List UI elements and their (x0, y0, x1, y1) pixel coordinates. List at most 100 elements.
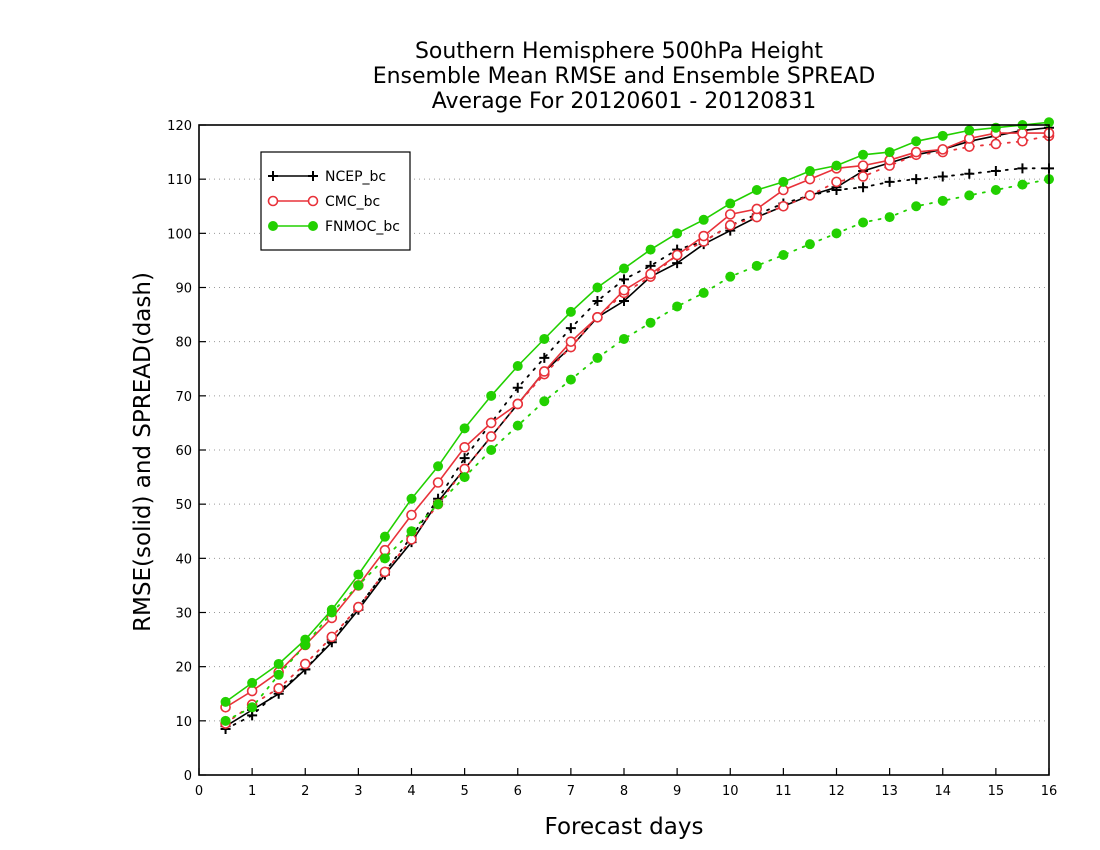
cmc-bc-spread-point (778, 200, 789, 212)
cmc-bc-rmse-point (724, 209, 736, 220)
legend-marker-cmc-bc (267, 195, 279, 207)
fnmoc-bc-rmse-point (539, 333, 550, 344)
ncep-bc-spread-point (565, 323, 576, 334)
cmc-bc-rmse-point (671, 249, 683, 261)
fnmoc-bc-rmse-point (858, 149, 869, 160)
fnmoc-bc-spread-point (220, 715, 231, 726)
fnmoc-bc-spread-point (964, 190, 975, 201)
cmc-bc-spread-point (990, 138, 1002, 150)
plot-frame (198, 124, 1050, 776)
y-tick-label: 20 (175, 661, 192, 676)
legend-marker-ncep-bc (268, 171, 278, 181)
cmc-bc-rmse-point (751, 203, 763, 215)
x-tick-label: 12 (828, 784, 845, 799)
fnmoc-bc-spread-point (486, 445, 497, 455)
fnmoc-bc-rmse-point (512, 361, 523, 372)
y-tick-label: 50 (175, 498, 192, 513)
ncep-bc-spread-point (911, 174, 922, 185)
y-tick-label: 10 (175, 715, 192, 730)
ncep-bc-spread-line (224, 167, 1050, 730)
y-tick-label: 40 (175, 552, 192, 567)
title-line-2: Ensemble Mean RMSE and Ensemble SPREAD (373, 64, 876, 89)
fnmoc-bc-rmse-point (645, 244, 656, 255)
cmc-bc-spread-point (326, 631, 338, 643)
fnmoc-bc-spread-point (698, 287, 709, 298)
fnmoc-bc-spread-point (911, 201, 922, 212)
fnmoc-bc-rmse-point (220, 696, 231, 707)
fnmoc-bc-spread-point (459, 472, 470, 483)
x-tick-label: 1 (248, 784, 256, 799)
x-tick-label: 4 (407, 784, 415, 799)
fnmoc-bc-spread-point (379, 553, 390, 564)
y-tick-label: 80 (175, 336, 192, 351)
ncep-bc-spread-point (1017, 163, 1028, 174)
fnmoc-bc-spread-point (592, 352, 603, 363)
x-tick-label: 5 (460, 784, 468, 799)
cmc-bc-rmse-point (459, 441, 470, 453)
cmc-bc-rmse-point (857, 160, 869, 171)
x-tick-label: 16 (1041, 784, 1058, 799)
fnmoc-bc-rmse-point (804, 166, 815, 177)
cmc-bc-rmse-point (645, 268, 656, 280)
fnmoc-bc-spread-point (565, 374, 576, 385)
y-tick-label: 60 (175, 444, 192, 459)
ncep-bc-spread-point (858, 182, 869, 193)
fnmoc-bc-rmse-point (406, 493, 417, 504)
cmc-bc-rmse-point (937, 144, 949, 155)
ncep-bc-spread-point (964, 168, 975, 179)
fnmoc-bc-rmse-point (698, 214, 709, 225)
x-tick-label: 7 (567, 784, 575, 799)
y-tick-label: 0 (184, 769, 192, 784)
fnmoc-bc-rmse-point (273, 658, 284, 669)
fnmoc-bc-rmse-point (725, 198, 736, 209)
fnmoc-bc-spread-point (937, 195, 948, 206)
fnmoc-bc-spread-point (990, 185, 1001, 195)
cmc-bc-rmse-point (910, 146, 922, 158)
cmc-bc-spread-point (379, 566, 391, 578)
fnmoc-bc-spread-point (778, 250, 789, 260)
x-axis-title: Forecast days (545, 814, 704, 840)
y-tick-label: 70 (175, 390, 192, 405)
legend: NCEP_bc CMC_bc FNMOC_bc (260, 151, 411, 251)
cmc-bc-rmse-point (406, 509, 417, 521)
cmc-bc-spread-point (299, 658, 311, 670)
series-fnmoc-bc (220, 117, 1054, 726)
legend-label-fnmoc-bc: FNMOC_bc (325, 219, 400, 235)
fnmoc-bc-rmse-point (247, 677, 258, 688)
fnmoc-bc-rmse-point (884, 147, 895, 158)
y-tick-label: 120 (167, 119, 192, 134)
fnmoc-bc-rmse-point (565, 306, 576, 317)
fnmoc-bc-spread-point (672, 301, 683, 312)
fnmoc-bc-spread-point (751, 260, 762, 271)
x-tick-label: 3 (354, 784, 362, 799)
legend-marker-fnmoc-bc (308, 221, 318, 231)
cmc-bc-rmse-point (618, 284, 630, 296)
fnmoc-bc-spread-point (725, 271, 736, 282)
legend-label-cmc-bc: CMC_bc (325, 194, 380, 210)
cmc-bc-spread-point (804, 190, 816, 201)
fnmoc-bc-rmse-point (911, 136, 922, 147)
y-axis-title: RMSE(solid) and SPREAD(dash) (130, 272, 156, 632)
fnmoc-bc-rmse-point (326, 604, 337, 615)
fnmoc-bc-rmse-point (672, 228, 683, 239)
fnmoc-bc-spread-point (353, 580, 364, 591)
fnmoc-bc-rmse-point (831, 160, 842, 171)
fnmoc-bc-spread-point (512, 420, 523, 431)
ncep-bc-spread-point (459, 453, 470, 464)
fnmoc-bc-rmse-point (592, 282, 603, 293)
cmc-bc-rmse-point (512, 398, 524, 410)
cmc-bc-spread-point (724, 219, 736, 231)
fnmoc-bc-rmse-point (379, 531, 390, 542)
cmc-bc-spread-point (485, 431, 497, 442)
fnmoc-bc-rmse-point (937, 130, 948, 141)
cmc-bc-spread-point (831, 176, 842, 188)
cmc-bc-spread-point (857, 171, 869, 182)
x-axis-ticks: 0 1 2 3 4 5 6 7 8 9 10 11 12 13 14 15 16 (195, 768, 1057, 799)
fnmoc-bc-spread-point (1017, 179, 1028, 190)
ncep-bc-spread-point (884, 176, 895, 187)
ncep-bc-spread-point (539, 352, 550, 363)
x-tick-label: 8 (620, 784, 628, 799)
cmc-bc-spread-point (353, 601, 364, 613)
cmc-bc-rmse-point (432, 477, 444, 488)
y-axis-ticks: 0 10 20 30 40 50 60 70 80 90 100 110 120 (167, 119, 206, 784)
